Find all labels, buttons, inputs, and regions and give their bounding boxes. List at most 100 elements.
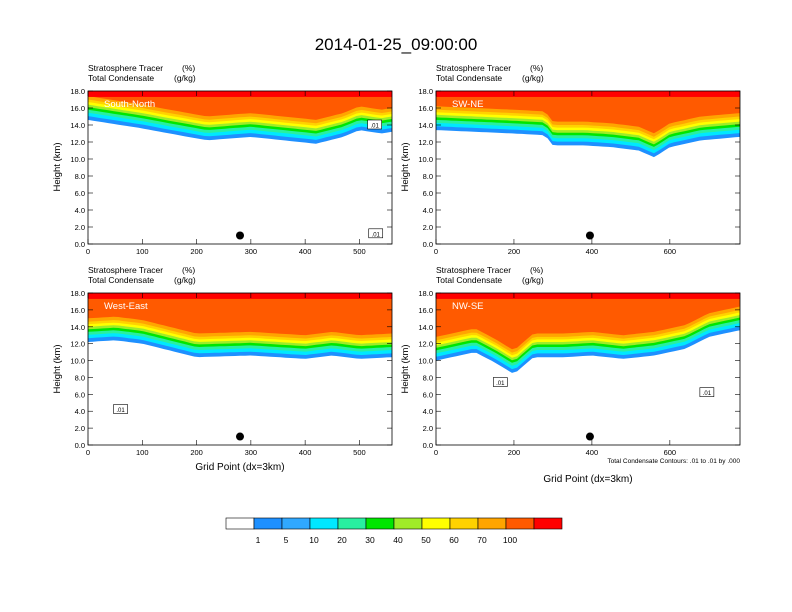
y-tick-label: 8.0: [423, 172, 433, 181]
header-tracer-unit: (%): [182, 63, 195, 73]
header-condensate-unit: (g/kg): [522, 275, 544, 285]
x-tick-label: 0: [434, 247, 438, 256]
tracer-band: [88, 293, 392, 336]
contour-label: .01: [372, 232, 381, 238]
panel-west-east: West-East .01 0.0 2.0 4.0 6.0 8.0 10.0 12.0 14.0 1…: [70, 289, 393, 457]
plot-frame: [87, 292, 393, 446]
x-tick-label: 200: [190, 448, 203, 457]
y-tick-label: 16.0: [70, 306, 85, 315]
x-tick-label: 200: [508, 448, 521, 457]
x-tick-label: 300: [245, 448, 258, 457]
panel-name: West-East: [104, 301, 148, 312]
colorbar-label: 70: [477, 535, 487, 545]
colorbar-segment: [253, 517, 283, 530]
y-tick-label: 14.0: [70, 323, 85, 332]
colorbar-label: 20: [337, 535, 347, 545]
x-tick-label: 0: [86, 448, 90, 457]
y-tick-label: 12.0: [418, 340, 433, 349]
tracer-band: [436, 293, 740, 299]
y-tick-label: 18.0: [418, 87, 433, 96]
y-tick-label: 0.0: [423, 441, 433, 450]
tracer-fill: [88, 91, 392, 144]
y-tick-label: 0.0: [75, 240, 85, 249]
header-tracer: Stratosphere Tracer: [436, 265, 511, 275]
colorbar-segment: [533, 517, 563, 530]
location-marker: [236, 231, 244, 240]
colorbar-segment: [393, 517, 423, 530]
xlabel-nw-se: Grid Point (dx=3km): [543, 474, 632, 485]
contour-note: Total Condensate Contours: .01 to .01 by…: [607, 458, 740, 465]
x-tick-label: 400: [586, 448, 599, 457]
ylabel-sw-ne: Height (km): [400, 142, 411, 191]
y-tick-label: 14.0: [70, 121, 85, 130]
colorbar-segment: [337, 517, 367, 530]
location-marker: [585, 231, 594, 240]
contour-label: .01: [370, 124, 379, 130]
plot-frame: [435, 292, 741, 446]
y-tick-label: 4.0: [423, 206, 433, 215]
contour-label-box: [368, 228, 384, 239]
panel-header-south-north: Stratosphere Tracer (%) Total Condensate…: [88, 63, 196, 83]
x-tick-label: 600: [664, 247, 677, 256]
colorbar-segment: [309, 517, 339, 530]
y-tick-label: 6.0: [75, 189, 85, 198]
contour-label-box: [367, 119, 382, 130]
y-tick-label: 8.0: [423, 373, 433, 382]
colorbar-label: 50: [421, 535, 431, 545]
x-tick-label: 500: [353, 448, 366, 457]
y-tick-label: 0.0: [423, 240, 433, 249]
header-tracer-unit: (%): [182, 265, 195, 275]
y-tick-label: 0.0: [75, 441, 85, 450]
x-tick-label: 200: [508, 247, 521, 256]
y-tick-label: 12.0: [418, 138, 433, 147]
x-tick-label: 300: [245, 247, 258, 256]
header-condensate: Total Condensate: [88, 275, 154, 285]
y-tick-label: 14.0: [418, 323, 433, 332]
colorbar-label: 30: [365, 535, 375, 545]
y-tick-label: 2.0: [423, 223, 433, 232]
tracer-band: [436, 91, 740, 97]
colorbar-label: 100: [503, 535, 517, 545]
colorbar-label: 60: [449, 535, 459, 545]
plot-frame: [87, 90, 393, 245]
y-tick-label: 2.0: [75, 424, 85, 433]
y-tick-label: 8.0: [75, 172, 85, 181]
y-tick-label: 12.0: [70, 340, 85, 349]
header-tracer-unit: (%): [530, 265, 543, 275]
x-tick-label: 100: [136, 247, 149, 256]
y-tick-label: 6.0: [75, 390, 85, 399]
tracer-band: [88, 91, 392, 120]
contour-label-box: [493, 377, 508, 387]
x-tick-label: 200: [190, 247, 203, 256]
header-condensate: Total Condensate: [436, 275, 502, 285]
contour-label: .01: [496, 381, 505, 387]
colorbar-segment: [281, 517, 311, 530]
y-tick-label: 2.0: [423, 424, 433, 433]
colorbar-segment: [421, 517, 451, 530]
y-tick-label: 4.0: [423, 407, 433, 416]
x-tick-label: 400: [299, 448, 312, 457]
panel-header-nw-se: Stratosphere Tracer (%) Total Condensate…: [436, 265, 544, 285]
colorbar-segment: [505, 517, 535, 530]
y-tick-label: 10.0: [418, 155, 433, 164]
colorbar-label: 40: [393, 535, 403, 545]
colorbar: 1 5 10 20 30 40 50 60 70 100: [225, 517, 563, 545]
contour-label-box: [113, 404, 128, 414]
header-tracer: Stratosphere Tracer: [436, 63, 511, 73]
y-tick-label: 18.0: [70, 289, 85, 298]
header-tracer: Stratosphere Tracer: [88, 265, 163, 275]
colorbar-label: 10: [309, 535, 319, 545]
panel-name: South-North: [104, 99, 155, 110]
header-tracer: Stratosphere Tracer: [88, 63, 163, 73]
colorbar-label: 5: [284, 535, 289, 545]
colorbar-segment: [477, 517, 507, 530]
colorbar-segment: [225, 517, 255, 530]
y-tick-label: 10.0: [418, 357, 433, 366]
colorbar-label: 1: [256, 535, 261, 545]
location-marker: [585, 432, 594, 441]
tracer-fill: [436, 293, 740, 373]
y-tick-label: 16.0: [418, 104, 433, 113]
y-tick-label: 6.0: [423, 189, 433, 198]
tracer-band: [88, 293, 392, 299]
